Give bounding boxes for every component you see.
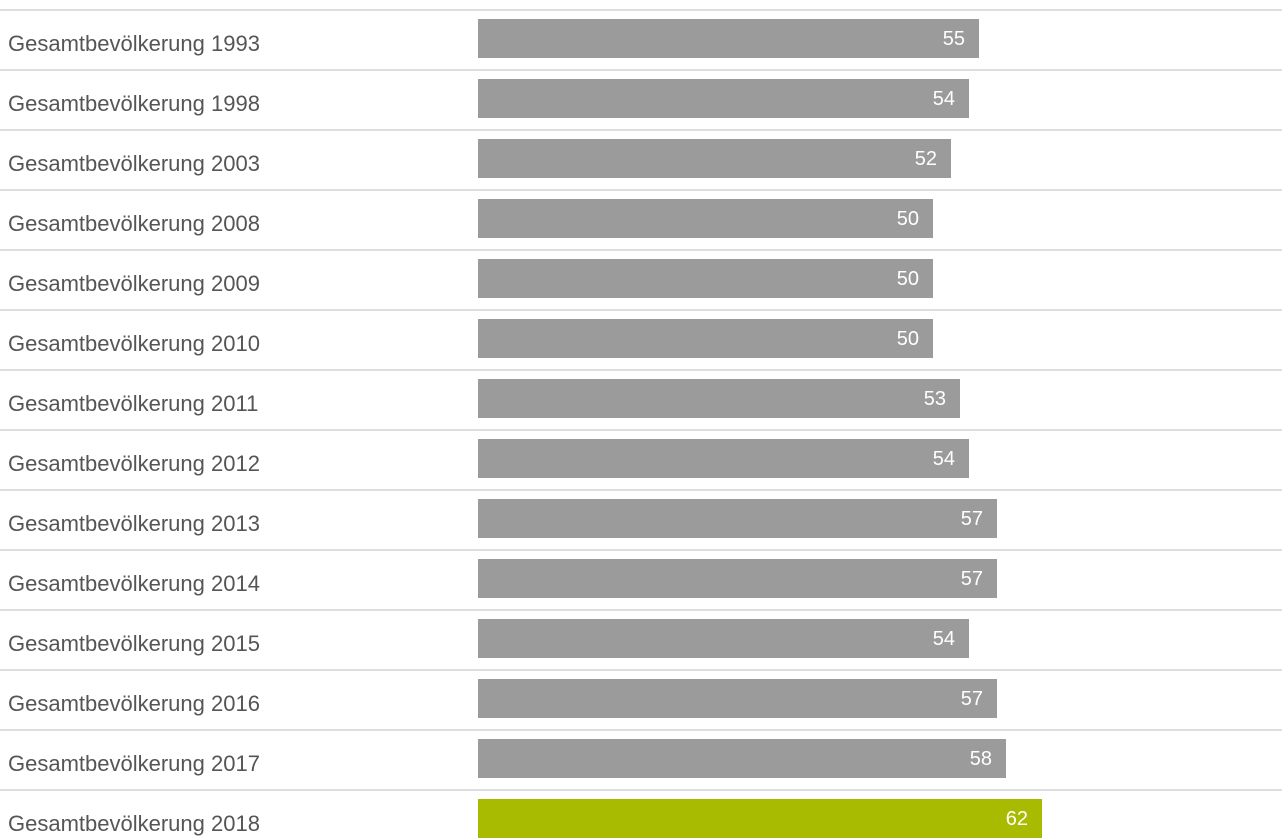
row-separator <box>0 9 1282 11</box>
bar-value-label: 54 <box>909 627 955 651</box>
category-label: Gesamtbevölkerung 2016 <box>8 691 260 717</box>
row-separator <box>0 549 1282 551</box>
bar-value-label: 55 <box>919 27 965 51</box>
row-separator <box>0 729 1282 731</box>
category-label: Gesamtbevölkerung 2010 <box>8 331 260 357</box>
row-separator <box>0 129 1282 131</box>
category-label: Gesamtbevölkerung 2013 <box>8 511 260 537</box>
row-separator <box>0 189 1282 191</box>
row-separator <box>0 429 1282 431</box>
bar-value-label: 54 <box>909 447 955 471</box>
bar <box>478 319 933 358</box>
bar <box>478 439 969 478</box>
bar <box>478 139 951 178</box>
bar-value-label: 50 <box>873 207 919 231</box>
row-separator <box>0 309 1282 311</box>
bar <box>478 199 933 238</box>
row-separator <box>0 609 1282 611</box>
row-separator <box>0 789 1282 791</box>
bar-value-label: 57 <box>937 687 983 711</box>
row-separator <box>0 249 1282 251</box>
category-label: Gesamtbevölkerung 2015 <box>8 631 260 657</box>
category-label: Gesamtbevölkerung 2018 <box>8 811 260 837</box>
bar-value-label: 52 <box>891 147 937 171</box>
category-label: Gesamtbevölkerung 2014 <box>8 571 260 597</box>
category-label: Gesamtbevölkerung 2009 <box>8 271 260 297</box>
bar-value-label: 50 <box>873 327 919 351</box>
bar-value-label: 53 <box>900 387 946 411</box>
row-separator <box>0 669 1282 671</box>
category-label: Gesamtbevölkerung 2011 <box>8 391 258 417</box>
category-label: Gesamtbevölkerung 2008 <box>8 211 260 237</box>
category-label: Gesamtbevölkerung 2003 <box>8 151 260 177</box>
row-separator <box>0 369 1282 371</box>
bar-value-label: 50 <box>873 267 919 291</box>
bar-value-label: 57 <box>937 567 983 591</box>
bar <box>478 799 1042 838</box>
category-label: Gesamtbevölkerung 2017 <box>8 751 260 777</box>
bar <box>478 679 997 718</box>
category-label: Gesamtbevölkerung 1998 <box>8 91 260 117</box>
bar <box>478 79 969 118</box>
bar <box>478 619 969 658</box>
row-separator <box>0 489 1282 491</box>
bar <box>478 259 933 298</box>
bar-value-label: 54 <box>909 87 955 111</box>
bar-value-label: 57 <box>937 507 983 531</box>
bar <box>478 559 997 598</box>
category-label: Gesamtbevölkerung 2012 <box>8 451 260 477</box>
row-separator <box>0 69 1282 71</box>
bar <box>478 739 1006 778</box>
bar-value-label: 58 <box>946 747 992 771</box>
bar <box>478 499 997 538</box>
bar-value-label: 62 <box>982 807 1028 831</box>
category-label: Gesamtbevölkerung 1993 <box>8 31 260 57</box>
bar <box>478 379 960 418</box>
bar <box>478 19 979 58</box>
